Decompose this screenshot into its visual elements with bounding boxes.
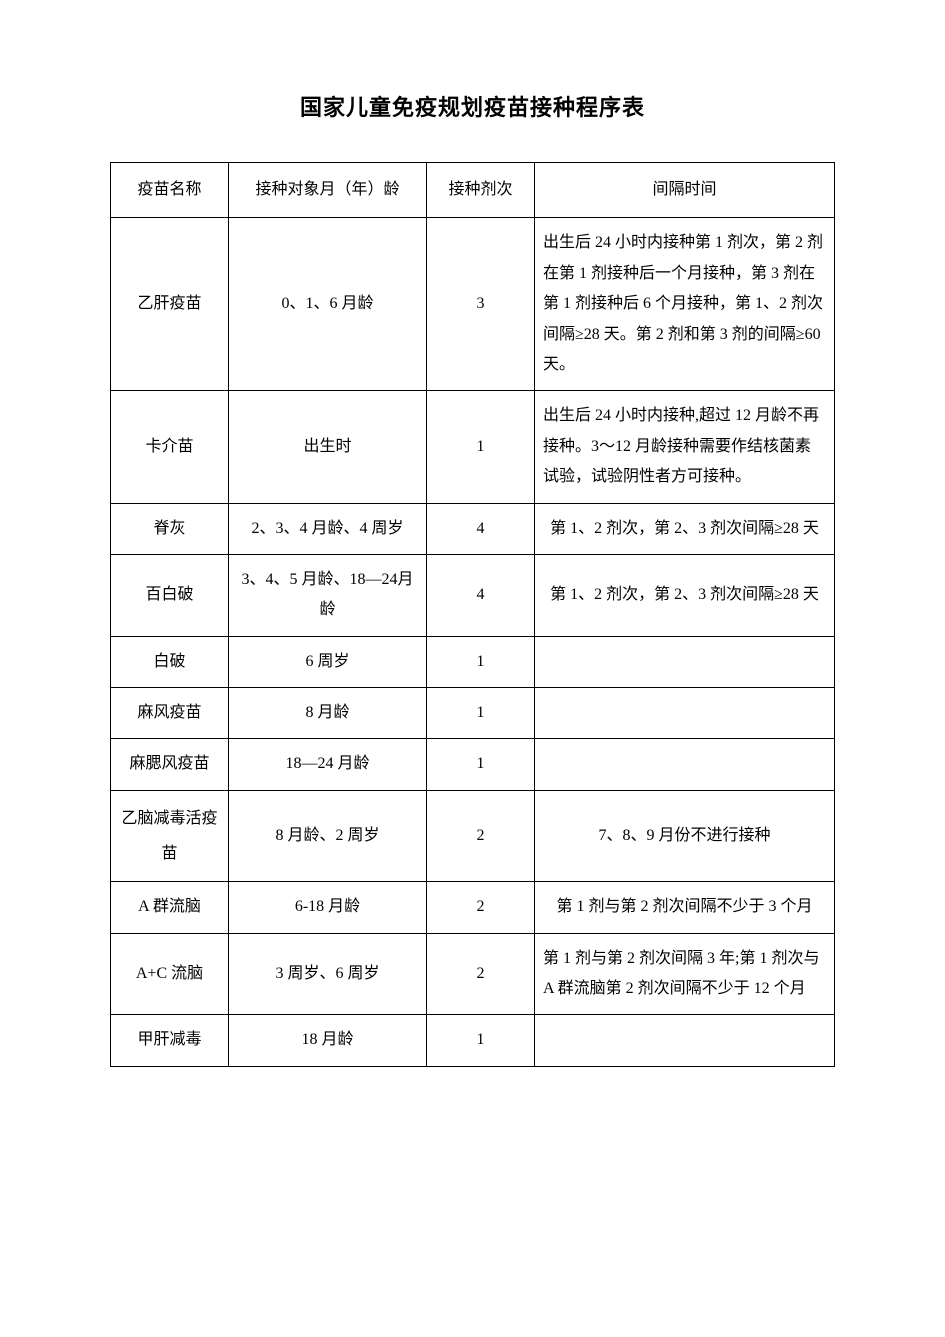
table-row: 卡介苗 出生时 1 出生后 24 小时内接种,超过 12 月龄不再接种。3～12…: [111, 391, 835, 503]
cell-name: 麻腮风疫苗: [111, 739, 229, 790]
cell-interval: 出生后 24 小时内接种第 1 剂次，第 2 剂在第 1 剂接种后一个月接种，第…: [535, 218, 835, 391]
cell-doses: 1: [427, 739, 535, 790]
cell-interval: [535, 739, 835, 790]
table-header-row: 疫苗名称 接种对象月（年）龄 接种剂次 间隔时间: [111, 163, 835, 218]
cell-doses: 3: [427, 218, 535, 391]
cell-doses: 1: [427, 688, 535, 739]
cell-name: 麻风疫苗: [111, 688, 229, 739]
cell-doses: 2: [427, 933, 535, 1015]
cell-name: 甲肝减毒: [111, 1015, 229, 1066]
cell-name: 百白破: [111, 554, 229, 636]
cell-name: 脊灰: [111, 503, 229, 554]
document-page: 国家儿童免疫规划疫苗接种程序表 疫苗名称 接种对象月（年）龄 接种剂次 间隔时间…: [0, 0, 945, 1217]
cell-name: A 群流脑: [111, 882, 229, 933]
cell-doses: 4: [427, 554, 535, 636]
table-row: 百白破 3、4、5 月龄、18—24月龄 4 第 1、2 剂次，第 2、3 剂次…: [111, 554, 835, 636]
cell-age: 2、3、4 月龄、4 周岁: [229, 503, 427, 554]
cell-name: 卡介苗: [111, 391, 229, 503]
table-row: A 群流脑 6-18 月龄 2 第 1 剂与第 2 剂次间隔不少于 3 个月: [111, 882, 835, 933]
cell-age: 8 月龄: [229, 688, 427, 739]
cell-name: 乙脑减毒活疫苗: [111, 790, 229, 881]
cell-interval: 第 1、2 剂次，第 2、3 剂次间隔≥28 天: [535, 554, 835, 636]
cell-interval: [535, 1015, 835, 1066]
cell-age: 8 月龄、2 周岁: [229, 790, 427, 881]
col-header-age: 接种对象月（年）龄: [229, 163, 427, 218]
cell-doses: 1: [427, 636, 535, 687]
cell-interval: 第 1 剂与第 2 剂次间隔不少于 3 个月: [535, 882, 835, 933]
cell-interval: [535, 636, 835, 687]
cell-doses: 2: [427, 790, 535, 881]
cell-interval: 第 1、2 剂次，第 2、3 剂次间隔≥28 天: [535, 503, 835, 554]
table-row: 脊灰 2、3、4 月龄、4 周岁 4 第 1、2 剂次，第 2、3 剂次间隔≥2…: [111, 503, 835, 554]
cell-age: 18 月龄: [229, 1015, 427, 1066]
cell-name: 白破: [111, 636, 229, 687]
table-row: 甲肝减毒 18 月龄 1: [111, 1015, 835, 1066]
cell-doses: 2: [427, 882, 535, 933]
cell-interval: 出生后 24 小时内接种,超过 12 月龄不再接种。3～12 月龄接种需要作结核…: [535, 391, 835, 503]
cell-doses: 1: [427, 1015, 535, 1066]
cell-doses: 4: [427, 503, 535, 554]
cell-age: 6 周岁: [229, 636, 427, 687]
table-row: 乙肝疫苗 0、1、6 月龄 3 出生后 24 小时内接种第 1 剂次，第 2 剂…: [111, 218, 835, 391]
cell-age: 3 周岁、6 周岁: [229, 933, 427, 1015]
cell-age: 出生时: [229, 391, 427, 503]
cell-interval: 第 1 剂与第 2 剂次间隔 3 年;第 1 剂次与 A 群流脑第 2 剂次间隔…: [535, 933, 835, 1015]
cell-age: 0、1、6 月龄: [229, 218, 427, 391]
cell-age: 3、4、5 月龄、18—24月龄: [229, 554, 427, 636]
cell-name: 乙肝疫苗: [111, 218, 229, 391]
cell-age: 18—24 月龄: [229, 739, 427, 790]
vaccine-schedule-table: 疫苗名称 接种对象月（年）龄 接种剂次 间隔时间 乙肝疫苗 0、1、6 月龄 3…: [110, 162, 835, 1067]
cell-interval: 7、8、9 月份不进行接种: [535, 790, 835, 881]
cell-interval: [535, 688, 835, 739]
table-row: A+C 流脑 3 周岁、6 周岁 2 第 1 剂与第 2 剂次间隔 3 年;第 …: [111, 933, 835, 1015]
col-header-interval: 间隔时间: [535, 163, 835, 218]
table-row: 麻风疫苗 8 月龄 1: [111, 688, 835, 739]
page-title: 国家儿童免疫规划疫苗接种程序表: [110, 90, 835, 122]
table-row: 麻腮风疫苗 18—24 月龄 1: [111, 739, 835, 790]
table-row: 乙脑减毒活疫苗 8 月龄、2 周岁 2 7、8、9 月份不进行接种: [111, 790, 835, 881]
cell-name: A+C 流脑: [111, 933, 229, 1015]
col-header-name: 疫苗名称: [111, 163, 229, 218]
table-row: 白破 6 周岁 1: [111, 636, 835, 687]
cell-doses: 1: [427, 391, 535, 503]
col-header-doses: 接种剂次: [427, 163, 535, 218]
cell-age: 6-18 月龄: [229, 882, 427, 933]
